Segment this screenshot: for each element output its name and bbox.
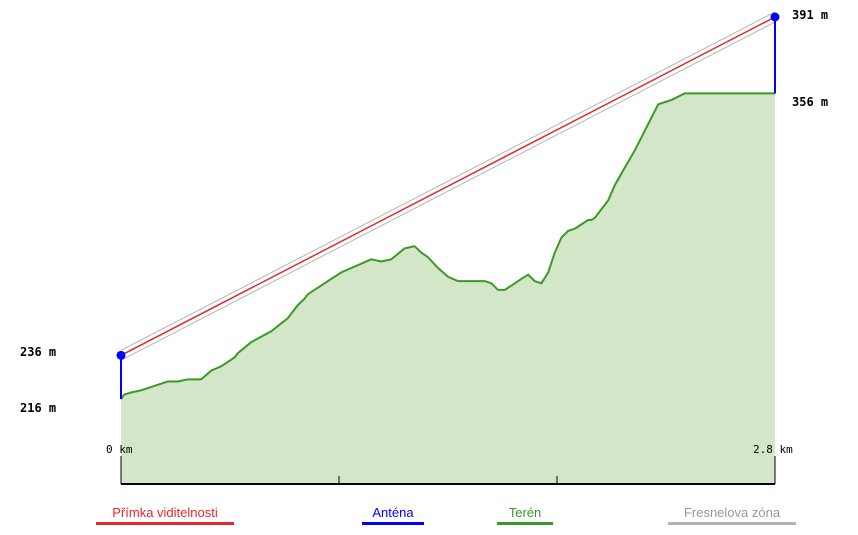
legend-swatch-fresnel-zone [668, 522, 796, 525]
antenna-left-top-marker [116, 350, 126, 360]
terrain-area [121, 93, 775, 485]
line-of-sight [120, 16, 776, 357]
legend-swatch-line-of-sight [96, 522, 234, 525]
legend-item-line-of-sight: Přímka viditelnosti [96, 505, 234, 525]
legend-label-antenna: Anténa [372, 505, 414, 520]
x-axis-ticks [120, 456, 776, 484]
x-tick-label-end: 2.8 km [753, 443, 793, 456]
elevation-label-left-antenna: 236 m [20, 345, 57, 359]
legend-item-terrain: Terén [497, 505, 553, 525]
fresnel-lower-line [120, 21, 776, 361]
elevation-label-right-ground: 356 m [792, 95, 829, 109]
legend-label-fresnel-zone: Fresnelova zóna [683, 505, 781, 520]
fresnel-upper-line [120, 11, 776, 351]
legend-item-fresnel-zone: Fresnelova zóna [668, 505, 796, 525]
legend-swatch-terrain [497, 522, 553, 525]
terrain-line [120, 92, 775, 400]
legend-swatch-antenna [362, 522, 424, 525]
legend-label-terrain: Terén [508, 505, 542, 520]
antenna-right-top-marker [770, 12, 780, 22]
elevation-label-left-ground: 216 m [20, 401, 57, 415]
x-tick-label-start: 0 km [106, 443, 133, 456]
legend-label-line-of-sight: Přímka viditelnosti [112, 505, 218, 520]
legend-item-antenna: Anténa [362, 505, 424, 525]
elevation-label-right-antenna: 391 m [792, 8, 829, 22]
